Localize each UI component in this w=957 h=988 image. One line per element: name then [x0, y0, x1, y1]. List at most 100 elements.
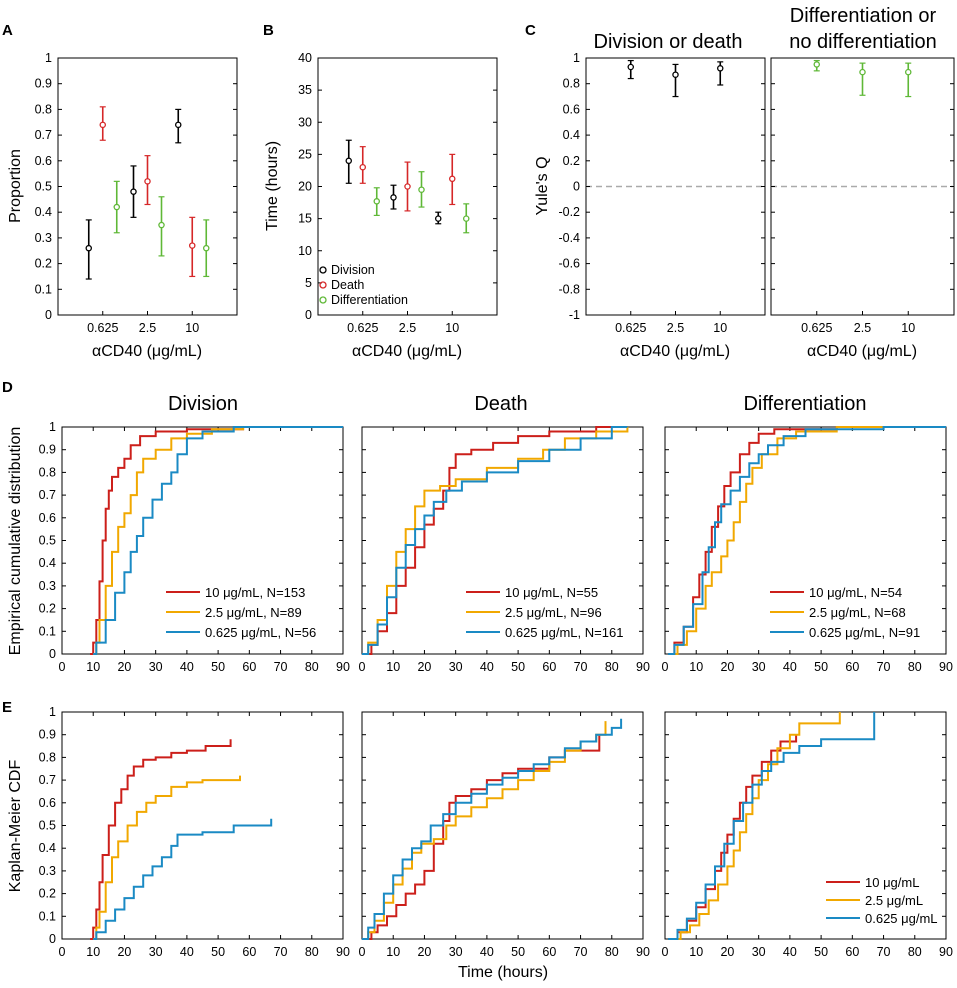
panel-e1-xtick-label: 40 [180, 945, 194, 959]
panel-e-xlabel: Time (hours) [458, 964, 548, 981]
panel-b-ytick-label: 15 [298, 212, 312, 226]
panel-d1-curve-2-5 [93, 426, 343, 655]
panel-c1-ytick-label: -0.4 [558, 231, 580, 245]
panel-e1-ytick-label: 0.3 [39, 864, 56, 878]
e-legend-label-0-625: 0.625 μg/mL [865, 911, 938, 926]
panel-b-ytick-label: 10 [298, 244, 312, 258]
panel-d1-xtick-label: 0 [59, 660, 66, 674]
panel-b-ytick-label: 35 [298, 83, 312, 97]
panel-a-ytick-label: 0.8 [35, 102, 52, 116]
panel-e2-xtick-label: 10 [386, 945, 400, 959]
legend-label-differentiation: Differentiation [331, 293, 408, 307]
panel-d2-legend: 10 μg/mL, N=55 2.5 μg/mL, N=96 0.625 μg/… [466, 585, 623, 640]
panel-d1-xtick-label: 70 [274, 660, 288, 674]
panel-e1-ytick-label: 0.7 [39, 773, 56, 787]
panel-c2-xlabel: αCD40 (μg/mL) [807, 343, 917, 360]
panel-b-division-point [345, 157, 352, 165]
panel-a-ytick-label: 0.1 [35, 282, 52, 296]
panel-a-division-point [85, 244, 93, 252]
panel-b-differentiation-point [462, 215, 470, 222]
panel-e1-curve-2-5 [93, 775, 241, 940]
panel-b-ytick-label: 0 [305, 308, 312, 322]
legend-marker-division [319, 266, 327, 274]
panel-d1-title: Division [168, 393, 238, 415]
panel-e1-ytick-label: 0.4 [39, 841, 56, 855]
panel-d: Division Death Differentiation 0 0.1 0.2 0.… [7, 393, 953, 674]
panel-c1-division-or-death-point [717, 65, 724, 72]
panel-d2-xtick-label: 0 [359, 660, 366, 674]
panel-b-xtick-label: 10 [445, 321, 459, 335]
panel-b: 0 5 10 15 20 25 30 35 40 0.625 2.5 10 Division Dea… [264, 51, 498, 360]
panel-d2-xtick-label: 40 [480, 660, 494, 674]
panel-c1-ytick-label: 0.8 [563, 77, 580, 91]
panel-e3-xtick-label: 60 [845, 945, 859, 959]
panel-d1-ytick-label: 0.2 [39, 602, 56, 616]
panel-letter-d: D [2, 379, 13, 396]
panel-e1-ytick-label: 0.5 [39, 819, 56, 833]
panel-e2-xtick-label: 80 [605, 945, 619, 959]
panel-e1-xtick-label: 90 [336, 945, 350, 959]
panel-d2-xtick-label: 80 [605, 660, 619, 674]
panel-e-ylabel: Kaplan-Meier CDF [7, 760, 24, 893]
panel-b-legend: Division Death Differentiation [319, 263, 408, 307]
panel-e: 00.10.20.30.40.50.60.70.80.910 10 20 30 40 50… [7, 705, 953, 981]
panel-e2-xtick-label: 40 [480, 945, 494, 959]
panel-e1-ytick-label: 1 [49, 705, 56, 719]
panel-e1-xtick-label: 70 [274, 945, 288, 959]
panel-d1-ytick-label: 0.5 [39, 534, 56, 548]
panel-a-ylabel: Proportion [7, 149, 24, 223]
panel-d2-xtick-label: 60 [542, 660, 556, 674]
panel-d2-xtick-label: 70 [574, 660, 588, 674]
panel-d1-xtick-label: 10 [86, 660, 100, 674]
panel-c-ylabel: Yule's Q [534, 156, 551, 215]
panel-b-differentiation-point [418, 186, 425, 193]
panel-e3-xtick-label: 0 [662, 945, 669, 959]
panel-c1-ytick-label: 0 [573, 180, 580, 194]
panel-letter-a: A [2, 22, 13, 39]
panel-c2-title-line1: Differentiation or [790, 5, 937, 27]
panel-a-ytick-label: 0.9 [35, 77, 52, 91]
panel-d1-xtick-label: 50 [211, 660, 225, 674]
panel-c1-xtick-label: 0.625 [615, 321, 646, 335]
panel-d1-ytick-label: 0.4 [39, 556, 56, 570]
panel-d3-legend: 10 μg/mL, N=54 2.5 μg/mL, N=68 0.625 μg/… [770, 585, 920, 640]
panel-letter-e: E [2, 699, 12, 716]
panel-b-ytick-label: 25 [298, 147, 312, 161]
panel-a-xtick-label: 10 [185, 321, 199, 335]
panel-d1-xtick-label: 30 [149, 660, 163, 674]
panel-c2-xtick-label: 2.5 [854, 321, 871, 335]
panel-a-ytick-label: 0.2 [35, 257, 52, 271]
panel-e3-legend: 10 μg/mL 2.5 μg/mL 0.625 μg/mL [826, 875, 938, 926]
panel-c: Division or death Differentiation or no … [534, 5, 955, 360]
panel-a-differentiation-point [113, 203, 121, 211]
panel-d1-xtick-label: 40 [180, 660, 194, 674]
panel-e1-xtick-label: 30 [149, 945, 163, 959]
panel-b-death-point [448, 175, 456, 183]
panel-b-death-point [359, 163, 366, 171]
panel-c1-ytick-label: 0.4 [563, 128, 580, 142]
panel-c1-ytick-label: 1 [573, 51, 580, 65]
d1-legend-label-2-5: 2.5 μg/mL, N=89 [205, 605, 302, 620]
panel-b-differentiation-point [373, 198, 380, 205]
panel-a-differentiation-point [158, 221, 165, 229]
panel-letter-c: C [525, 22, 536, 39]
d2-legend-label-10: 10 μg/mL, N=55 [505, 585, 598, 600]
panel-a-death-point [188, 242, 196, 249]
panel-d2-title: Death [474, 393, 527, 415]
panel-d3-xtick-label: 20 [720, 660, 734, 674]
panel-d3-curve-2-5 [671, 426, 946, 655]
panel-c1-ytick-label: 0.2 [563, 154, 580, 168]
panel-d3-curve-0-625 [668, 426, 946, 655]
panel-d3-title: Differentiation [743, 393, 866, 415]
panel-c2-differentiation-or-no-differentiation-point [859, 68, 866, 76]
panel-a-division-point [174, 121, 182, 129]
panel-c1-ytick-label: -0.8 [558, 282, 580, 296]
panel-c2-differentiation-or-no-differentiation-point [905, 68, 912, 76]
panel-e1-curve-0-625 [93, 818, 273, 940]
panel-e2-xtick-label: 90 [636, 945, 650, 959]
panel-b-ytick-label: 30 [298, 115, 312, 129]
panel-c1-title: Division or death [594, 31, 743, 53]
panel-d2-xtick-label: 30 [449, 660, 463, 674]
panel-e1-frame [61, 711, 344, 940]
panel-e1-xtick-label: 0 [59, 945, 66, 959]
